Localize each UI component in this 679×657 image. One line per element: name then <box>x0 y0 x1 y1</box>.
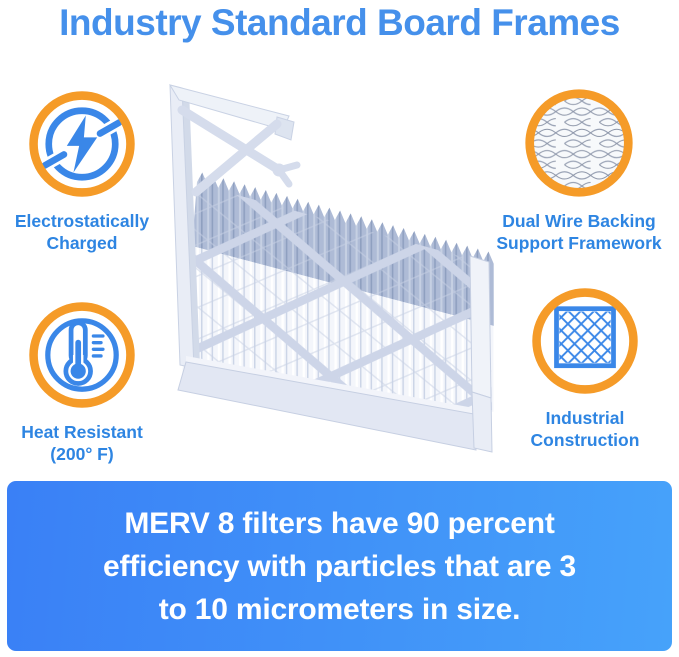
feature-heat-resistant: Heat Resistant (200° F) <box>9 298 155 465</box>
lattice-grid-icon <box>532 288 638 394</box>
wire-mesh-icon <box>525 89 633 197</box>
lightning-icon <box>29 91 135 197</box>
banner-line: efficiency with particles that are 3 <box>103 549 576 583</box>
feature-label: Dual Wire Backing Support Framework <box>496 211 662 253</box>
feature-dual-wire-backing: Dual Wire Backing Support Framework <box>496 85 662 254</box>
feature-label: Heat Resistant (200° F) <box>21 422 143 464</box>
banner-line: MERV 8 filters have 90 percent <box>124 506 555 540</box>
pleated-filter-render <box>168 84 494 453</box>
thermometer-icon <box>29 302 135 408</box>
page-title: Industry Standard Board Frames <box>59 2 620 43</box>
feature-label: Electrostatically Charged <box>14 211 150 253</box>
feature-label: Industrial Construction <box>530 408 640 450</box>
feature-electrostatically-charged: Electrostatically Charged <box>9 87 155 254</box>
air-filter-illustration <box>148 60 528 485</box>
banner-line: to 10 micrometers in size. <box>158 592 521 626</box>
feature-industrial-construction: Industrial Construction <box>502 284 668 451</box>
info-banner: MERV 8 filters have 90 percent efficienc… <box>7 481 672 651</box>
